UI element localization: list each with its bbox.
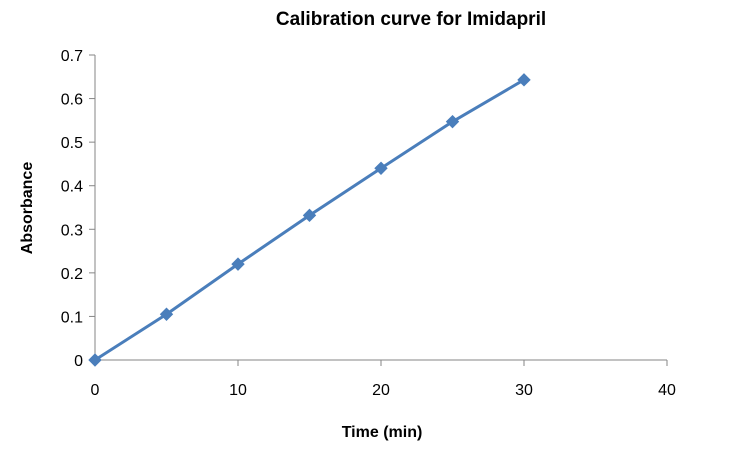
- data-point-marker: [517, 73, 531, 87]
- data-point-marker: [374, 161, 388, 175]
- axes: [89, 54, 668, 366]
- data-point-marker: [159, 307, 174, 321]
- tick-labels: 0 0.1 0.2 0.3 0.4 0.5 0.6 0.7 0 10 20 30 40: [61, 48, 676, 399]
- x-tick-label: 10: [229, 382, 247, 399]
- y-tick-label: 0.7: [61, 48, 83, 65]
- series-layer: [88, 73, 531, 367]
- data-point-marker: [445, 114, 460, 129]
- y-tick-label: 0.2: [61, 266, 83, 283]
- data-point-marker: [88, 353, 102, 367]
- x-tick-label: 30: [515, 382, 533, 399]
- y-tick-label: 0.5: [61, 135, 83, 152]
- data-point-marker: [302, 208, 317, 223]
- y-tick-label: 0.4: [61, 179, 83, 196]
- data-point-marker: [231, 257, 245, 271]
- y-tick-label: 0.1: [61, 309, 83, 326]
- y-tick-label: 0: [74, 353, 83, 370]
- y-axis-title: Absorbance: [19, 162, 36, 255]
- y-tick-label: 0.6: [61, 92, 83, 109]
- chart-title: Calibration curve for Imidapril: [276, 9, 546, 30]
- y-tick-label: 0.3: [61, 222, 83, 239]
- x-axis-title: Time (min): [342, 424, 423, 441]
- x-tick-label: 20: [372, 382, 390, 399]
- x-tick-label: 0: [91, 382, 100, 399]
- x-tick-label: 40: [658, 382, 676, 399]
